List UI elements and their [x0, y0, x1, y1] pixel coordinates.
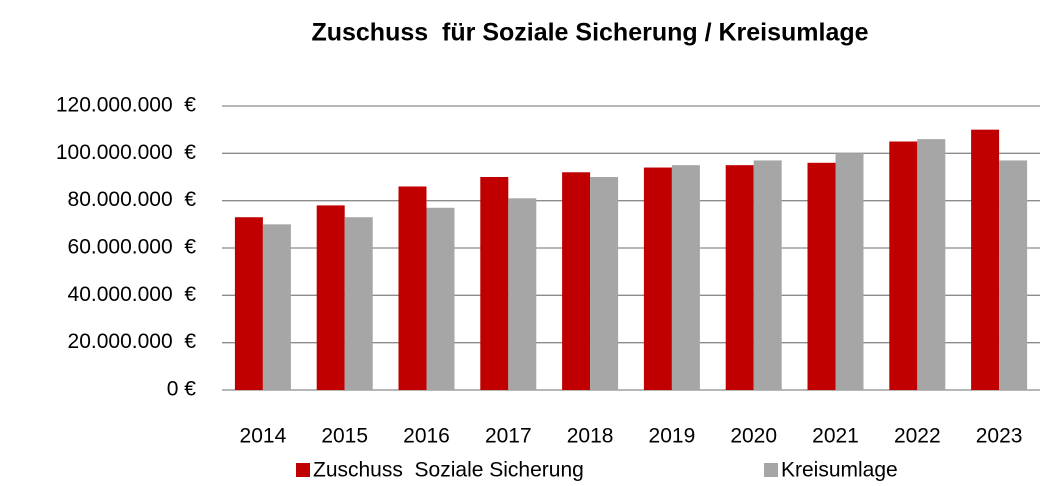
y-tick-label: 0 € — [167, 378, 197, 401]
y-tick-label: 20.000.000 € — [68, 330, 197, 353]
bar — [671, 165, 700, 390]
x-tick-label: 2014 — [240, 425, 287, 448]
x-tick-label: 2020 — [730, 425, 777, 448]
legend-label: Kreisumlage — [781, 459, 898, 482]
bar — [398, 186, 427, 390]
bar — [725, 165, 754, 390]
bar — [316, 205, 345, 390]
bar — [643, 167, 672, 390]
x-tick-label: 2019 — [649, 425, 696, 448]
x-tick-label: 2015 — [321, 425, 368, 448]
bar — [262, 224, 291, 390]
bar — [508, 198, 537, 390]
bar — [807, 162, 836, 390]
bar — [971, 129, 1000, 390]
bar — [889, 141, 918, 390]
x-tick-label: 2017 — [485, 425, 532, 448]
legend-swatch — [764, 463, 778, 477]
bar — [753, 160, 782, 390]
bar — [999, 160, 1028, 390]
x-tick-label: 2021 — [812, 425, 859, 448]
y-tick-label: 80.000.000 € — [68, 188, 197, 211]
x-tick-label: 2023 — [976, 425, 1023, 448]
x-tick-label: 2018 — [567, 425, 614, 448]
bar — [917, 139, 946, 390]
y-tick-label: 60.000.000 € — [68, 236, 197, 259]
x-tick-label: 2022 — [894, 425, 941, 448]
bar — [234, 217, 263, 390]
bar — [480, 177, 509, 390]
bar — [344, 217, 373, 390]
legend-swatch — [296, 463, 310, 477]
y-tick-label: 120.000.000 € — [56, 94, 196, 117]
bar — [835, 153, 864, 390]
y-tick-label: 40.000.000 € — [68, 283, 197, 306]
chart-title: Zuschuss für Soziale Sicherung / Kreisum… — [311, 19, 868, 47]
x-tick-label: 2016 — [403, 425, 450, 448]
y-tick-label: 100.000.000 € — [56, 141, 196, 164]
bar — [562, 172, 591, 390]
bar — [426, 207, 455, 390]
legend-label: Zuschuss Soziale Sicherung — [313, 459, 584, 482]
bar — [590, 177, 619, 390]
